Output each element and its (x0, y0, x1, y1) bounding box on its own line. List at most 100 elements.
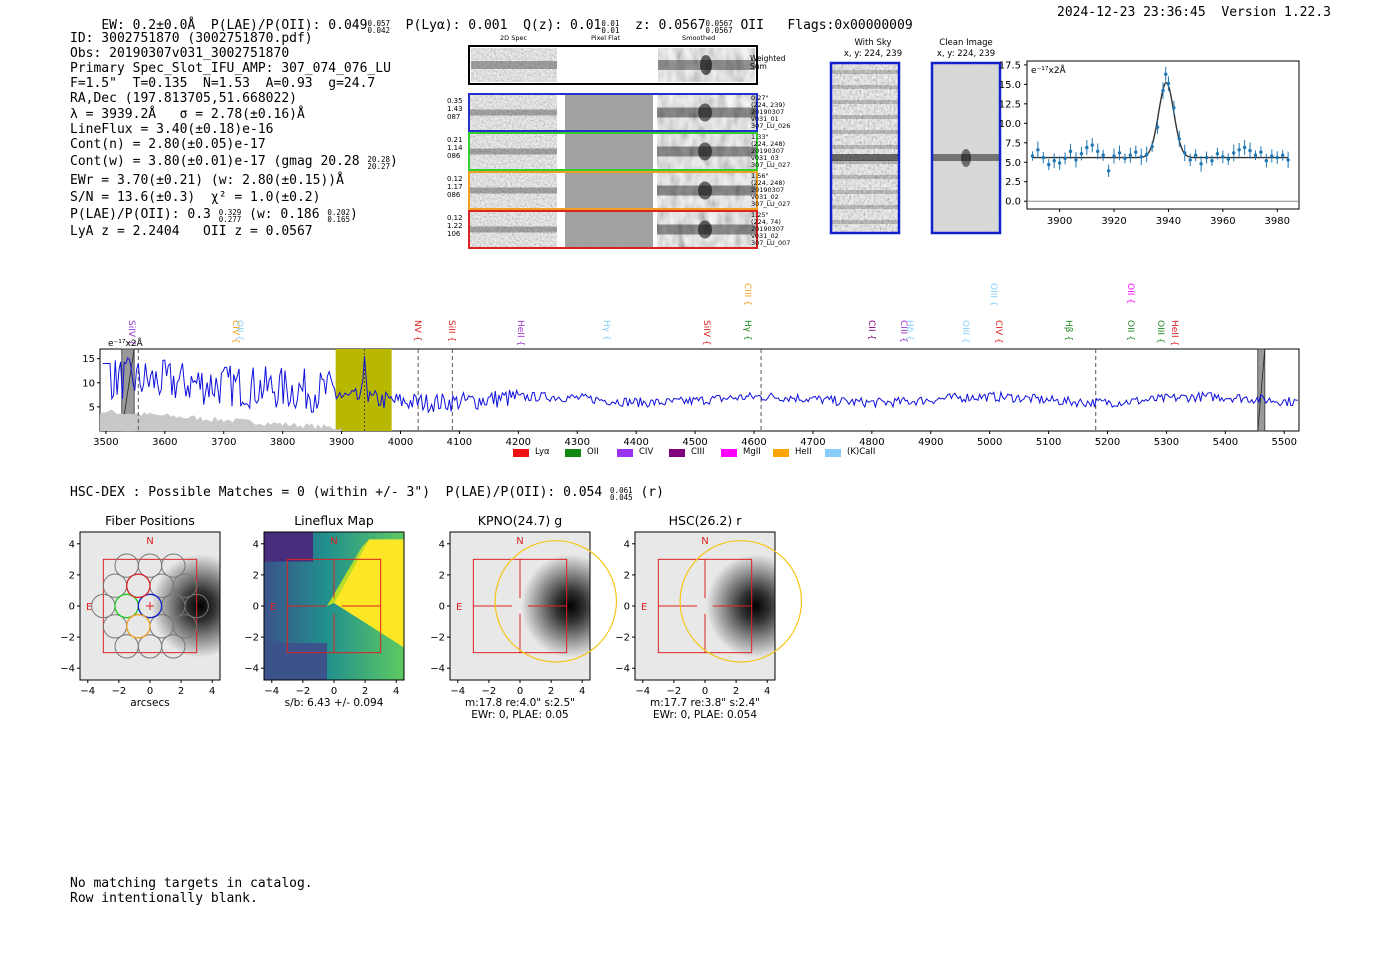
info-sn: S/N = 13.6(±0.3) χ² = 1.0(±0.2) (70, 190, 321, 205)
hsc-ytick-label: 0 (69, 602, 75, 613)
legend-swatch (825, 449, 841, 457)
hsc-panel-image: N E −4 −4 −2 −2 0 0 2 2 4 4 (60, 531, 221, 697)
cutout-2d-image (469, 94, 557, 131)
cutout-col-smooth: Smoothed (682, 34, 716, 42)
cutout-row-right-label: v031_01 (751, 115, 779, 123)
spectrum-frame (99, 348, 1300, 432)
hsc-north-label: N (701, 536, 708, 547)
legend-label: CIII (691, 447, 705, 457)
hsc-ytick-label: 4 (439, 539, 445, 550)
zoom-ytick-label: 2.5 (1005, 177, 1021, 188)
zoom-data-point (1259, 150, 1263, 154)
header-plya: P(Lyα): 0.001 (405, 18, 508, 34)
zoom-data-point (1166, 81, 1171, 86)
hsc-xtick-label: −2 (482, 686, 497, 697)
hsc-ytick-label: −2 (60, 633, 75, 644)
cutout-sum-label: Sum (750, 62, 767, 71)
fiber-circle (114, 634, 139, 659)
zoom-data-point (1275, 155, 1279, 160)
zoom-data-point (1128, 153, 1133, 157)
zoom-ytick-label: 17.5 (999, 60, 1021, 71)
zoom-ytick-label: 15.0 (999, 80, 1021, 91)
clean-xy: x, y: 224, 239 (936, 49, 996, 59)
zoom-data-point (1090, 143, 1094, 147)
cutout-row-left-label: 0.35 (447, 97, 463, 105)
zoom-data-point (1139, 155, 1143, 159)
zoom-data-point (1030, 154, 1035, 158)
hsc-xtick-label: −2 (296, 686, 311, 697)
info-obs: Obs: 20190307v031_3002751870 (70, 46, 290, 61)
with-sky-image (832, 64, 898, 232)
legend-swatch (565, 449, 581, 457)
zoom-data-point (1253, 153, 1258, 157)
spectrum-xtick-label: 4000 (388, 437, 413, 448)
zoom-data-point (1085, 145, 1089, 150)
spectrum-xtick-label: 4500 (682, 437, 707, 448)
zoom-data-point (1101, 153, 1105, 157)
spectrum-line-label: CIII { (742, 283, 753, 306)
zoom-data-point (1074, 158, 1078, 162)
zoom-fit-line (1032, 82, 1289, 159)
zoom-data-point (1242, 145, 1247, 150)
spectrum-xtick-label: 5300 (1154, 437, 1179, 448)
cutout-2d-image (469, 172, 557, 209)
zoom-data-point (1221, 155, 1225, 159)
fiber-circle (172, 614, 198, 639)
fiber-circle (184, 593, 209, 619)
hsc-xtick-label: −4 (635, 686, 650, 697)
spectrum-xtick-label: 3600 (152, 437, 177, 448)
hsc-xtick-label: −4 (450, 686, 465, 697)
zoom-data-point (1096, 149, 1100, 154)
header-timestamp: 2024-12-23 23:36:45 (1057, 5, 1206, 20)
hsc-ytick-label: −4 (60, 664, 75, 675)
hsc-panel-title: Fiber Positions (105, 513, 195, 528)
legend-label: HeII (795, 447, 812, 457)
spectrum-xtick-label: 4600 (741, 437, 766, 448)
zoom-data-point (1199, 162, 1203, 166)
hsc-xtick-label: 2 (178, 686, 184, 697)
hsc-ytick-label: 4 (253, 539, 259, 550)
hsc-ytick-label: −4 (430, 664, 445, 675)
cutout-weighted-label: Weighted (750, 54, 786, 63)
legend-swatch (617, 449, 633, 457)
cutout-row-right-label: 307_LU_026 (751, 122, 791, 130)
spectrum-xtick-label: 4900 (918, 437, 943, 448)
hsc-ytick-label: 4 (624, 539, 630, 550)
zoom-xtick-label: 3900 (1047, 216, 1072, 227)
zoom-data-point (1052, 159, 1056, 163)
spectrum-chart: 5 10 15 3500 3600 3700 3800 3900 4000 4100 4200 430… (82, 337, 1300, 448)
cutout-row-right-label: (224, 239) (751, 101, 786, 109)
zoom-data-point (1210, 159, 1214, 163)
info-lya: LyA z = 2.2404 OII z = 0.0567 (70, 224, 313, 239)
cutout-row-right-label: 20190307 (751, 108, 785, 116)
legend-swatch (773, 449, 789, 457)
fiber-circle (172, 573, 198, 598)
hsc-xtick-label: 0 (517, 686, 523, 697)
cutout-row-right-label: 20190307 (751, 186, 785, 194)
weighted-2d-image (471, 48, 557, 82)
zoom-data-point (1226, 157, 1230, 161)
zoom-data-point (1117, 151, 1122, 155)
spectrum-ytick-label: 15 (82, 354, 95, 365)
spectrum-xtick-label: 3700 (211, 437, 236, 448)
hsc-ytick-label: −2 (430, 633, 445, 644)
hsc-panel-title: KPNO(24.7) g (477, 513, 563, 528)
cutout-2d-image (469, 211, 557, 248)
spectrum-line-label: OII { (1125, 283, 1136, 304)
zoom-ytick-label: 10.0 (999, 119, 1021, 130)
info-plae-range: 0.329 0.277 (218, 207, 242, 224)
cutout-row-left-label: 0.21 (447, 136, 463, 144)
info-plae: P(LAE)/P(OII): 0.3 0.329 0.277 (w: 0.186 … (70, 207, 358, 224)
info-contn: Cont(n) = 2.80(±0.05)e-17 (70, 137, 266, 152)
legend-swatch (669, 449, 685, 457)
cutout-row-right-label: (224, 248) (751, 179, 786, 187)
hsc-ytick-label: −2 (615, 633, 630, 644)
hsc-ytick-label: 2 (439, 570, 445, 581)
hsc-aperture-box (657, 558, 753, 654)
hsc-summary-range: 0.061 0.045 (610, 485, 633, 502)
hsc-ellipse (494, 540, 618, 663)
spectrum-xtick-label: 4800 (859, 437, 884, 448)
hsc-ytick-label: −2 (244, 633, 259, 644)
cutout-row-right-label: (224, 74) (751, 218, 781, 226)
cutout-row-right-label: 0.27" (751, 94, 769, 102)
